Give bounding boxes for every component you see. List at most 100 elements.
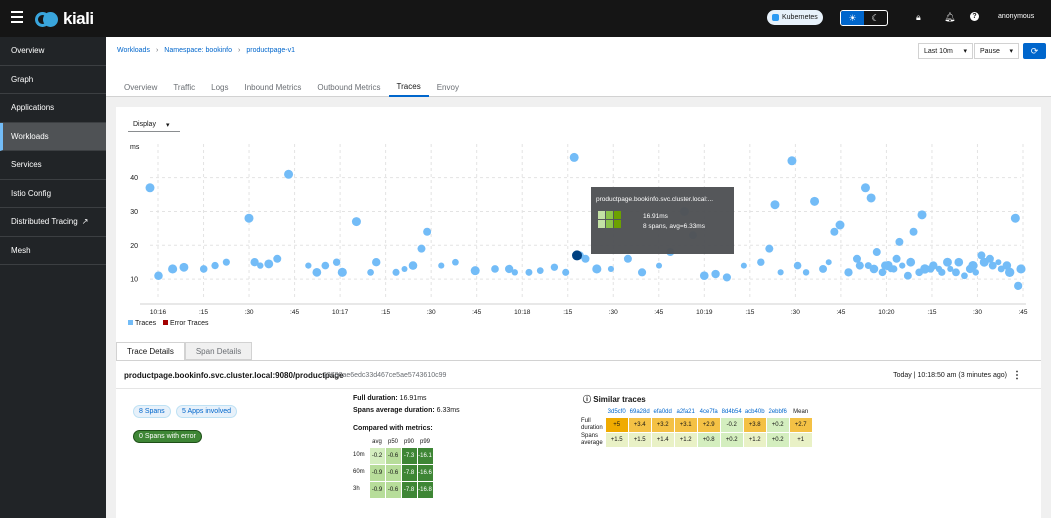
trace-point[interactable] (637, 268, 647, 277)
apps-pill[interactable]: 5 Apps involved (176, 405, 238, 418)
trace-point[interactable] (417, 244, 426, 253)
trace-point[interactable] (511, 269, 518, 276)
trace-point[interactable] (906, 257, 916, 267)
trace-point[interactable] (244, 213, 254, 223)
trace-point[interactable] (145, 183, 155, 193)
traces-scatter-chart[interactable]: ms 10 20 30 40 10:16:15:30:45 10:17:15:30:45 10… (116, 107, 1041, 342)
legend-error-traces[interactable]: Error Traces (170, 320, 209, 327)
help-icon[interactable]: ? (970, 12, 979, 21)
tab-traffic[interactable]: Traffic (173, 82, 196, 92)
trace-point[interactable] (883, 260, 893, 271)
sidebar-item-services[interactable]: Services (0, 151, 106, 180)
trace-point[interactable] (273, 254, 282, 263)
trace-point[interactable] (793, 261, 802, 270)
trace-point[interactable] (1014, 281, 1023, 290)
trace-point[interactable] (312, 267, 322, 277)
trace-point[interactable] (810, 196, 820, 206)
trace-point[interactable] (852, 254, 861, 263)
trace-point[interactable] (777, 269, 784, 276)
trace-point[interactable] (988, 261, 997, 270)
trace-point[interactable] (367, 268, 374, 276)
trace-point[interactable] (569, 152, 579, 162)
trace-point[interactable] (392, 268, 400, 276)
sidebar-item-workloads[interactable]: Workloads (0, 122, 106, 151)
sidebar-item-graph[interactable]: Graph (0, 66, 106, 94)
trace-point[interactable] (977, 251, 986, 260)
trace-point[interactable] (965, 264, 975, 274)
trace-point[interactable] (943, 257, 952, 267)
trace-point[interactable] (562, 268, 570, 276)
sidebar-item-applications[interactable]: Applications (0, 94, 106, 123)
breadcrumb-namespace[interactable]: Namespace: bookinfo (164, 47, 233, 54)
trace-point[interactable] (929, 261, 938, 270)
trace-point[interactable] (284, 169, 294, 179)
trace-point[interactable] (1005, 267, 1015, 278)
trace-point[interactable] (869, 264, 879, 274)
tab-trace-details[interactable]: Trace Details (116, 342, 185, 360)
trace-point[interactable] (321, 261, 330, 270)
refresh-interval-select[interactable]: Pause ▾ (974, 43, 1019, 59)
trace-point[interactable] (954, 257, 964, 267)
trace-point[interactable] (423, 227, 432, 236)
trace-point[interactable] (351, 217, 361, 227)
trace-point[interactable] (903, 271, 912, 280)
trace-point[interactable] (581, 254, 590, 263)
moon-icon[interactable]: ☾ (871, 12, 880, 23)
user-menu[interactable]: anonymous (998, 13, 1035, 20)
trace-point[interactable] (892, 254, 901, 263)
trace-point[interactable] (211, 261, 219, 270)
trace-point[interactable] (878, 268, 887, 277)
trace-point[interactable] (1002, 261, 1012, 270)
trace-point[interactable] (866, 193, 876, 203)
trace-point[interactable] (952, 268, 960, 277)
trace-point[interactable] (1016, 264, 1026, 274)
trace-point[interactable] (711, 269, 720, 279)
legend-traces[interactable]: Traces (135, 320, 157, 327)
trace-point[interactable] (765, 244, 774, 253)
trace-point[interactable] (819, 264, 828, 273)
trace-point[interactable] (623, 254, 632, 263)
tab-traces[interactable]: Traces (388, 77, 429, 97)
trace-point[interactable] (1010, 213, 1020, 223)
trace-point[interactable] (917, 210, 927, 220)
trace-point[interactable] (505, 264, 514, 274)
sidebar-item-mesh[interactable]: Mesh (0, 237, 106, 265)
trace-point[interactable] (802, 269, 810, 276)
trace-point[interactable] (938, 268, 946, 276)
trace-point[interactable] (722, 273, 731, 282)
display-select[interactable]: Display ▾ (128, 118, 180, 132)
trace-point[interactable] (332, 258, 341, 266)
trace-point[interactable] (997, 265, 1005, 273)
sidebar-item-overview[interactable]: Overview (0, 37, 106, 66)
breadcrumb-workloads[interactable]: Workloads (117, 47, 150, 54)
spans-pill[interactable]: 8 Spans (133, 405, 171, 418)
trace-point[interactable] (264, 259, 274, 269)
trace-point[interactable] (699, 271, 709, 281)
theme-toggle[interactable]: ☀ ☾ (840, 10, 888, 26)
trace-point[interactable] (972, 269, 979, 276)
trace-point[interactable] (895, 237, 904, 246)
trace-point[interactable] (844, 268, 853, 277)
trace-point[interactable] (372, 257, 381, 267)
hamburger-menu-icon[interactable] (11, 11, 23, 23)
trace-point[interactable] (757, 258, 765, 266)
trace-point[interactable] (536, 267, 544, 275)
trace-point[interactable] (525, 268, 533, 276)
trace-point[interactable] (860, 183, 870, 193)
trace-point[interactable] (199, 265, 208, 273)
trace-point[interactable] (438, 262, 445, 269)
trace-point[interactable] (250, 258, 259, 267)
sidebar-item-distributed-tracing[interactable]: Distributed Tracing ↗ (0, 208, 106, 237)
trace-point[interactable] (305, 262, 312, 269)
cluster-badge[interactable]: Kubernetes (767, 10, 823, 25)
trace-point[interactable] (899, 262, 906, 269)
selected-trace-point[interactable] (572, 250, 583, 261)
trace-point[interactable] (830, 227, 839, 236)
tab-logs[interactable]: Logs (211, 82, 229, 92)
trace-point[interactable] (995, 259, 1002, 266)
breadcrumb-workload[interactable]: productpage-v1 (246, 47, 296, 54)
trace-point[interactable] (401, 265, 408, 272)
tab-outbound-metrics[interactable]: Outbound Metrics (317, 82, 381, 92)
errors-pill[interactable]: 0 Spans with error (133, 430, 202, 443)
trace-point[interactable] (550, 263, 559, 271)
